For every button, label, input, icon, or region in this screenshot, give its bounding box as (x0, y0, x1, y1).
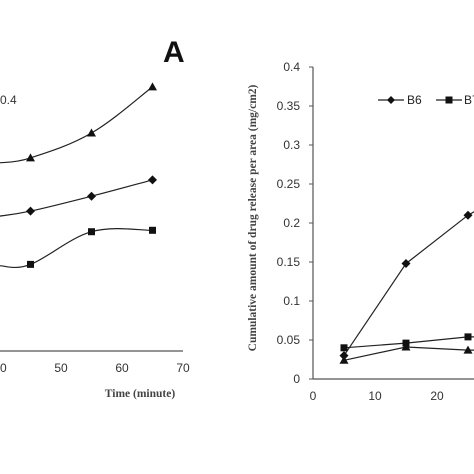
left-point-triangle (148, 82, 157, 91)
left-series-line-square (0, 228, 153, 269)
left-series-lines (0, 86, 153, 269)
legend-marker-b7 (445, 96, 453, 104)
right-x-ticks: 0 10 20 (310, 389, 444, 403)
left-point-diamond (87, 191, 96, 201)
right-y-tick-label: 0.4 (283, 60, 300, 74)
left-point-triangle (87, 128, 96, 137)
left-x-tick-label: 70 (176, 361, 190, 375)
legend-label-b7: B7 (464, 93, 474, 107)
left-x-axis-title: Time (minute) (105, 388, 176, 400)
right-y-tick-label: 0.25 (277, 177, 301, 191)
right-y-tick-label: 0 (293, 372, 300, 386)
right-y-tick-label: 0.35 (277, 99, 301, 113)
right-y-tick-label: 0.2 (283, 216, 300, 230)
right-series-line-diamond (343, 211, 474, 356)
left-cropped-label: 0.4 (0, 93, 17, 107)
left-point-square (149, 226, 156, 234)
legend-marker-b6 (387, 96, 395, 104)
left-point-diamond (26, 206, 35, 216)
right-y-axis-title: Cumulative amount of drug release per ar… (247, 84, 259, 351)
right-series-lines (343, 211, 474, 361)
left-point-triangle (26, 153, 35, 162)
right-y-tick-label: 0.1 (283, 294, 300, 308)
right-y-tick-label: 0.05 (277, 333, 301, 347)
right-x-tick-label: 20 (430, 389, 444, 403)
left-point-diamond (148, 175, 157, 185)
left-chart: 0.4 A 0 50 60 70 Time (minute) (0, 36, 190, 400)
right-y-tick-label: 0.3 (283, 138, 300, 152)
right-point-diamond (463, 210, 473, 220)
right-x-tick-label: 10 (368, 389, 382, 403)
legend: B6 B7 (378, 93, 474, 107)
legend-label-b6: B6 (407, 93, 422, 107)
left-point-square (88, 228, 95, 236)
left-x-ticks: 0 50 60 70 (0, 361, 190, 375)
right-series-line-triangle (343, 346, 474, 361)
right-x-tick-label: 0 (310, 389, 317, 403)
right-point-triangle (339, 355, 349, 364)
left-point-square (27, 260, 34, 268)
right-point-square (340, 344, 348, 352)
left-series-line-triangle (0, 86, 153, 164)
right-chart: Cumulative amount of drug release per ar… (247, 60, 474, 403)
right-series-markers (339, 210, 473, 364)
left-x-tick-label: 0 (0, 361, 7, 375)
right-series-line-square (343, 336, 474, 349)
right-y-ticks: 0 0.05 0.1 0.15 0.2 0.25 0.3 0.35 0.4 (277, 60, 313, 386)
right-y-tick-label: 0.15 (277, 255, 301, 269)
right-point-diamond (401, 259, 411, 269)
panel-label: A (163, 36, 185, 69)
left-x-tick-label: 50 (54, 361, 68, 375)
left-x-tick-label: 60 (115, 361, 129, 375)
right-point-diamond (339, 351, 349, 361)
right-point-triangle (401, 342, 411, 351)
left-series-line-diamond (0, 179, 153, 217)
right-point-triangle (463, 345, 473, 354)
left-series-markers (26, 82, 157, 268)
right-point-square (464, 333, 472, 341)
